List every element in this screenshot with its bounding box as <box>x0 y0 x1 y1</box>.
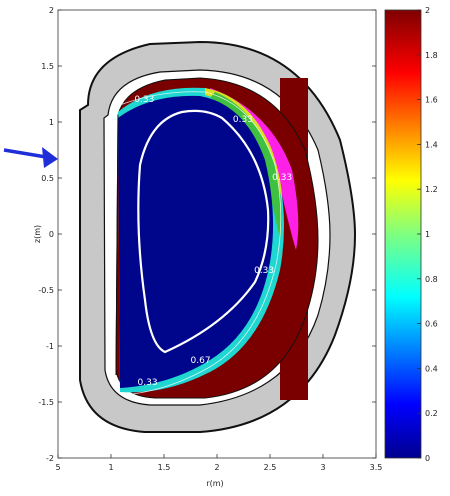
x-tick-label: 5 <box>55 463 60 472</box>
colorbar-tick-label: 0 <box>425 454 430 463</box>
colorbar-tick-label: 1.6 <box>425 96 438 105</box>
arrow-head-icon <box>42 147 58 168</box>
colorbar-ticks: 0 0.2 0.4 0.6 0.8 1 1.2 1.4 1.6 1.8 2 <box>417 6 438 463</box>
colorbar-tick-label: 0.8 <box>425 275 438 284</box>
y-tick-label: 1 <box>49 118 54 127</box>
colorbar-tick-label: 0.2 <box>425 409 438 418</box>
x-tick-label: 2 <box>214 463 219 472</box>
contour-label: 0.33 <box>233 115 253 125</box>
contour-label: 0.33 <box>254 266 274 276</box>
y-axis-label: z(m) <box>33 225 42 243</box>
transition-green <box>210 92 282 240</box>
y-tick-label: 1.5 <box>41 62 54 71</box>
core-region <box>118 95 274 388</box>
x-tick-label: 1.5 <box>158 463 171 472</box>
colorbar-tick-label: 0.4 <box>425 364 438 373</box>
y-tick-label: 2 <box>49 6 54 15</box>
y-tick-label: -1.5 <box>38 398 54 407</box>
y-tick-label: -0.5 <box>38 286 54 295</box>
contour-033 <box>119 91 282 396</box>
x-tick-label: 1 <box>108 463 113 472</box>
contour-label: 0.67 <box>191 356 211 366</box>
colorbar <box>384 9 422 459</box>
x-tick-label: 3.5 <box>370 463 383 472</box>
inner-wall-outline <box>115 114 119 376</box>
y-tick-label: 0 <box>49 230 54 239</box>
contour-label: 0.33 <box>134 95 154 105</box>
colorbar-tick-label: 1.4 <box>425 140 438 149</box>
y-tick-label: -2 <box>46 454 54 463</box>
contour-label: 0.33 <box>138 378 158 388</box>
x-axis-label: r(m) <box>206 479 223 488</box>
colorbar-tick-label: 2 <box>425 6 430 15</box>
contour-label: 0.33 <box>272 173 292 183</box>
y-axis: -2 -1.5 -1 -0.5 0 0.5 1 1.5 2 <box>38 6 376 463</box>
contour-labels: 0.33 0.33 0.33 0.33 0.33 0.67 <box>134 95 292 388</box>
x-tick-label: 3 <box>320 463 325 472</box>
x-tick-label: 2.5 <box>264 463 277 472</box>
colorbar-tick-label: 1 <box>425 230 430 239</box>
y-tick-label: 0.5 <box>41 174 54 183</box>
y-tick-label: -1 <box>46 342 54 351</box>
colorbar-tick-label: 0.6 <box>425 320 438 329</box>
colorbar-tick-label: 1.8 <box>425 51 438 60</box>
colorbar-tick-label: 1.2 <box>425 185 438 194</box>
arrow-annotation <box>3 147 58 168</box>
separatrix-contour <box>137 109 270 354</box>
x-axis: 5 1 1.5 2 2.5 3 3.5 <box>55 454 382 472</box>
